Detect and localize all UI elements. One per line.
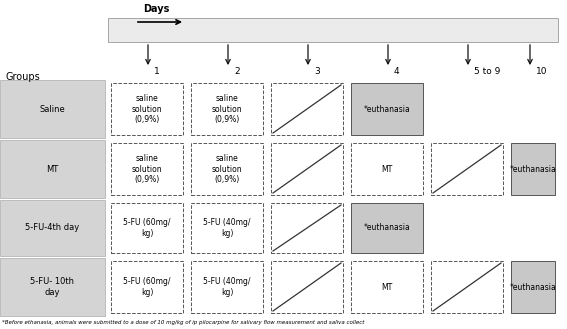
FancyBboxPatch shape [351,143,423,195]
FancyBboxPatch shape [271,83,343,135]
Text: 3: 3 [314,67,320,77]
FancyBboxPatch shape [108,18,558,42]
FancyBboxPatch shape [191,143,263,195]
Text: MT: MT [382,164,392,173]
Text: 10: 10 [536,67,548,77]
FancyBboxPatch shape [191,83,263,135]
Text: MT: MT [46,164,58,173]
FancyBboxPatch shape [111,261,183,313]
FancyBboxPatch shape [191,261,263,313]
FancyBboxPatch shape [0,140,105,198]
Text: 5-FU (40mg/
kg): 5-FU (40mg/ kg) [203,218,251,238]
Text: *euthanasia: *euthanasia [363,105,411,114]
Text: 5-FU (60mg/
kg): 5-FU (60mg/ kg) [123,218,171,238]
FancyBboxPatch shape [271,261,343,313]
Text: Groups: Groups [5,72,40,82]
Text: saline
solution
(0,9%): saline solution (0,9%) [211,94,242,124]
Text: saline
solution
(0,9%): saline solution (0,9%) [211,154,242,184]
Text: 5-FU (40mg/
kg): 5-FU (40mg/ kg) [203,277,251,297]
FancyBboxPatch shape [191,203,263,253]
FancyBboxPatch shape [0,80,105,138]
Text: 5-FU-4th day: 5-FU-4th day [26,223,79,233]
FancyBboxPatch shape [111,143,183,195]
Text: 5-FU- 10th
day: 5-FU- 10th day [31,277,74,297]
FancyBboxPatch shape [511,261,555,313]
Text: saline
solution
(0,9%): saline solution (0,9%) [132,94,162,124]
FancyBboxPatch shape [0,258,105,316]
Text: Days: Days [143,4,170,14]
FancyBboxPatch shape [271,143,343,195]
Text: 5-FU (60mg/
kg): 5-FU (60mg/ kg) [123,277,171,297]
FancyBboxPatch shape [351,83,423,135]
FancyBboxPatch shape [511,143,555,195]
Text: *euthanasia: *euthanasia [363,223,411,233]
FancyBboxPatch shape [351,203,423,253]
Text: 4: 4 [394,67,400,77]
Text: saline
solution
(0,9%): saline solution (0,9%) [132,154,162,184]
Text: *euthanasia: *euthanasia [510,164,556,173]
Text: *Before ethanasia, animals were submitted to a dose of 10 mg/kg of ip pilocarpin: *Before ethanasia, animals were submitte… [2,320,365,325]
FancyBboxPatch shape [431,261,503,313]
Text: *euthanasia: *euthanasia [510,283,556,291]
FancyBboxPatch shape [0,200,105,256]
Text: MT: MT [382,283,392,291]
FancyBboxPatch shape [431,143,503,195]
FancyBboxPatch shape [111,83,183,135]
Text: 5 to 9: 5 to 9 [474,67,500,77]
Text: 2: 2 [234,67,240,77]
FancyBboxPatch shape [271,203,343,253]
FancyBboxPatch shape [351,261,423,313]
Text: 1: 1 [154,67,160,77]
Text: Saline: Saline [40,105,65,114]
FancyBboxPatch shape [111,203,183,253]
